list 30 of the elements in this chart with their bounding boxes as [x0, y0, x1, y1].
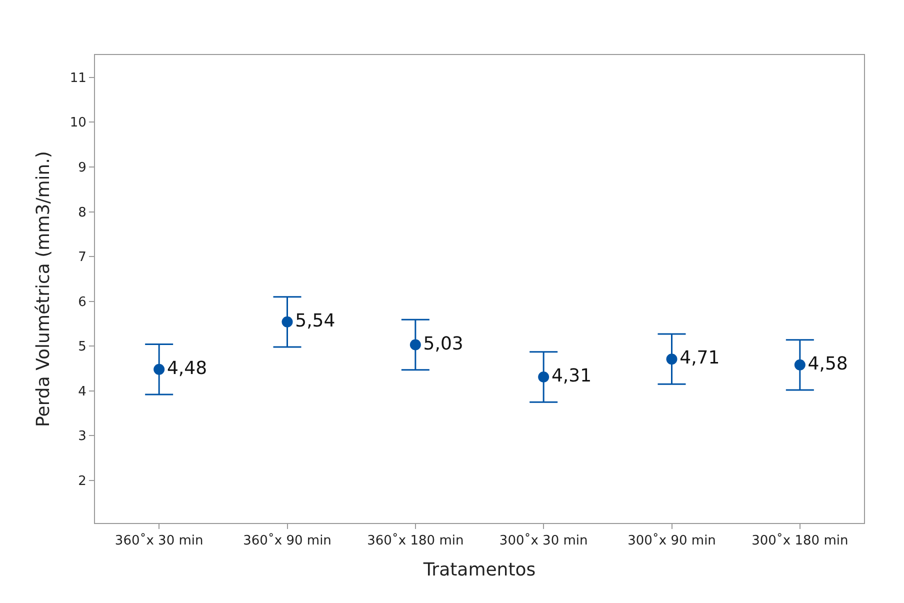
data-label: 4,31	[551, 366, 592, 386]
x-axis-title: Tratamentos	[422, 560, 536, 581]
point	[282, 316, 293, 328]
y-tick-label: 4	[78, 384, 86, 400]
y-axis-title: Perda Volumétrica (mm3/min.)	[33, 151, 54, 427]
x-tick-label: 360˚x 180 min	[367, 532, 464, 549]
point	[154, 364, 165, 375]
y-tick-label: 9	[78, 160, 86, 176]
point	[794, 359, 806, 370]
y-tick-label: 5	[78, 340, 86, 355]
x-tick-label: 300˚x 180 min	[752, 532, 848, 549]
data-label: 5,54	[295, 310, 336, 332]
point	[666, 354, 678, 365]
data-label: 5,03	[423, 333, 464, 354]
point	[538, 372, 550, 382]
x-tick-label: 360˚x 90 min	[243, 532, 332, 549]
y-tick-label: 11	[70, 70, 86, 86]
x-tick-label: 360˚x 30 min	[114, 532, 204, 549]
data-label: 4,71	[680, 348, 720, 369]
x-tick-label: 300˚x 90 min	[628, 532, 716, 549]
data-label: 4,48	[166, 358, 208, 379]
y-tick-label: 10	[70, 116, 86, 131]
y-tick-label: 2	[78, 474, 86, 489]
point	[410, 339, 421, 350]
x-tick-label: 300˚x 30 min	[499, 532, 588, 549]
y-tick-label: 7	[78, 250, 86, 266]
data-label: 4,58	[808, 353, 848, 374]
y-tick-label: 8	[78, 205, 86, 220]
y-tick-label: 6	[78, 294, 86, 310]
y-tick-label: 3	[78, 429, 86, 444]
